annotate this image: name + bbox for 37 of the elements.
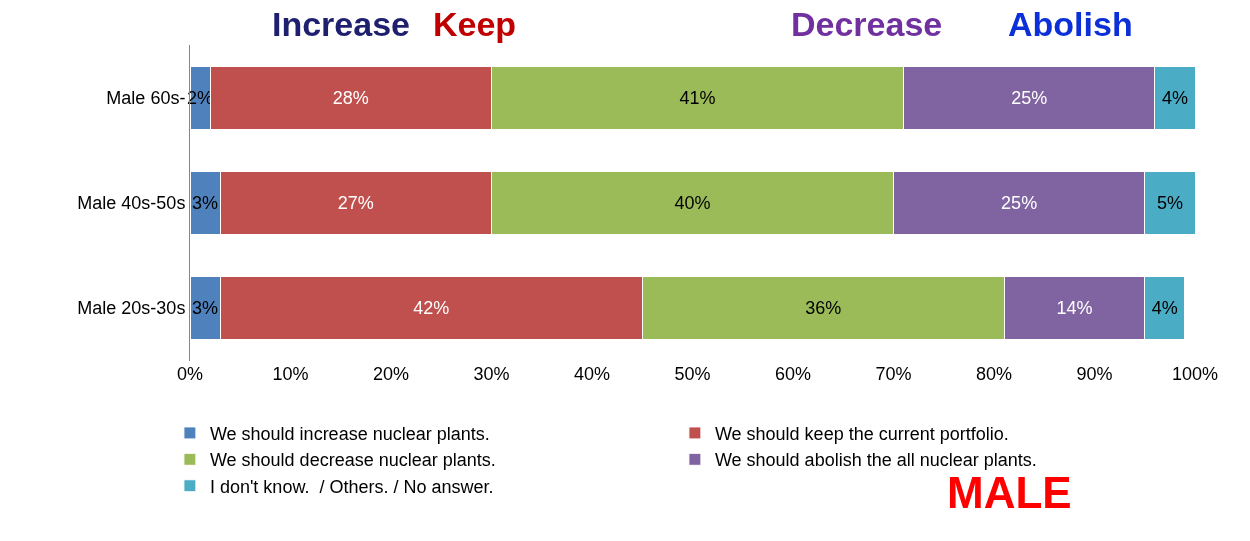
- x-tick-label: 20%: [372, 364, 410, 384]
- text: Abolish: [1008, 5, 1133, 43]
- data-label: 25%: [1001, 193, 1038, 213]
- y-tick-label: Male 40s-50s: [77, 193, 186, 214]
- data-label: 5%: [1156, 193, 1183, 213]
- legend-label: We should keep the current portfolio.: [714, 423, 1009, 444]
- legend-label: I don't know. / Others. / No answer.: [209, 476, 494, 497]
- y-tick-label: Male 20s-30s: [77, 298, 186, 319]
- legend-label: We should increase nuclear plants.: [209, 423, 490, 444]
- y-tick-label: Male 60s-: [106, 88, 186, 109]
- text: Decrease: [791, 5, 943, 43]
- data-label: 42%: [413, 298, 450, 318]
- x-tick-label: 30%: [473, 364, 510, 384]
- x-tick-label: 10%: [272, 364, 309, 384]
- x-tick-label: 0%: [176, 364, 204, 384]
- data-label: 25%: [1011, 88, 1048, 108]
- data-label: 28%: [332, 88, 369, 108]
- x-tick-label: 90%: [1076, 364, 1113, 384]
- data-label: 14%: [1056, 298, 1093, 318]
- data-label: 27%: [337, 193, 374, 213]
- data-label: 3%: [192, 298, 219, 318]
- data-label: 36%: [805, 298, 842, 318]
- x-tick-label: 80%: [975, 364, 1013, 384]
- text: Increase: [272, 5, 410, 43]
- x-tick-label: 60%: [774, 364, 812, 384]
- x-tick-label: 70%: [875, 364, 912, 384]
- data-label: 4%: [1161, 88, 1188, 108]
- text: Keep: [433, 5, 517, 43]
- data-label: 3%: [192, 193, 219, 213]
- legend-label: We should decrease nuclear plants.: [209, 450, 496, 471]
- x-tick-label: 50%: [674, 364, 711, 384]
- x-tick-label: 100%: [1171, 364, 1219, 384]
- x-tick-label: 40%: [573, 364, 611, 384]
- data-label: 4%: [1151, 298, 1178, 318]
- legend-label: We should abolish the all nuclear plants.: [714, 450, 1037, 471]
- data-label: 40%: [674, 193, 711, 213]
- data-label: 41%: [679, 88, 716, 108]
